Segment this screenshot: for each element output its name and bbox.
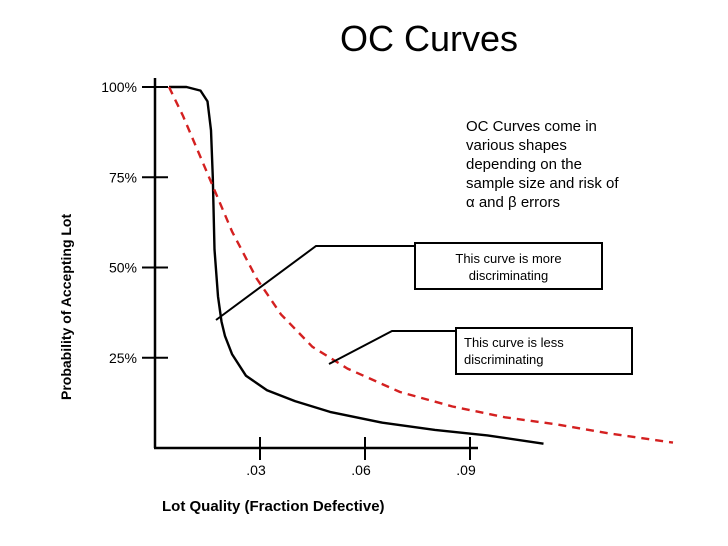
- annotation-line: α and β errors: [466, 194, 560, 211]
- axes: [153, 78, 478, 450]
- leader-line-more: [215, 245, 414, 321]
- series-line-less-discriminating: [167, 86, 674, 444]
- y-axis-label: Probability of Accepting Lot: [58, 213, 74, 400]
- y-tick-label: 50%: [109, 260, 137, 276]
- annotation-line: depending on the: [466, 156, 582, 173]
- annotation-line: various shapes: [466, 137, 567, 154]
- series-line-more-discriminating: [169, 85, 544, 445]
- x-tick-label: .09: [456, 462, 476, 478]
- annotation-line: sample size and risk of: [466, 175, 619, 192]
- annotation-line: OC Curves come in: [466, 118, 597, 135]
- callout-less-discriminating: This curve is less discriminating: [455, 327, 633, 375]
- callout-leaders: [215, 245, 455, 365]
- series-group: [167, 85, 674, 445]
- chart-title: OC Curves: [340, 18, 519, 59]
- x-tick-label: .03: [246, 462, 266, 478]
- ticks: 100% 75% 50% 25% .03 .06 .09: [101, 79, 476, 478]
- callout-line: This curve is more: [455, 251, 562, 266]
- y-tick-label: 75%: [109, 169, 137, 185]
- callout-more-discriminating: This curve is more discriminating: [414, 242, 603, 290]
- callout-line: discriminating: [464, 352, 544, 367]
- x-tick-label: .06: [351, 462, 371, 478]
- leader-line-less: [328, 330, 455, 365]
- y-tick-label: 100%: [101, 79, 137, 95]
- x-axis-label: Lot Quality (Fraction Defective): [162, 498, 385, 515]
- callout-line: discriminating: [468, 268, 549, 283]
- y-tick-label: 25%: [109, 350, 137, 366]
- annotation-note: OC Curves come in various shapes dependi…: [466, 117, 666, 212]
- callout-line: This curve is less: [464, 335, 564, 350]
